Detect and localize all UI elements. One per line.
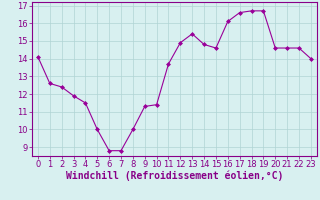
X-axis label: Windchill (Refroidissement éolien,°C): Windchill (Refroidissement éolien,°C) [66,171,283,181]
